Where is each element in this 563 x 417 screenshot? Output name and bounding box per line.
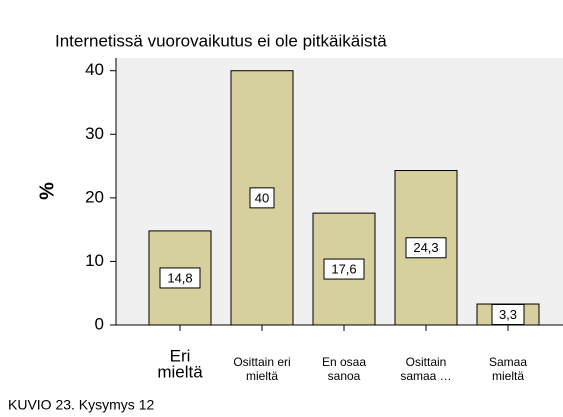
y-tick-label: 0: [95, 314, 104, 333]
x-tick-label: mieltä: [246, 369, 278, 383]
x-tick-label: Osittain eri: [233, 355, 290, 369]
x-tick-label: Osittain: [406, 355, 447, 369]
value-label: 17,6: [331, 261, 356, 276]
y-tick-label: 20: [85, 187, 104, 206]
x-tick-label: mieltä: [492, 369, 524, 383]
value-label-box: [323, 258, 365, 280]
value-label-box: [159, 267, 201, 289]
value-label-box: [405, 237, 447, 259]
x-tick-label: Samaa: [489, 355, 527, 369]
chart-title: Internetissä vuorovaikutus ei ole pitkäi…: [55, 31, 387, 50]
value-label-box: [249, 187, 275, 209]
x-tick-label: sanoa: [328, 369, 361, 383]
y-axis-label: %: [36, 182, 58, 200]
value-label: 14,8: [167, 270, 192, 285]
x-tick-label: mieltä: [157, 362, 203, 381]
y-tick-label: 40: [85, 60, 104, 79]
x-tick-label: samaa …: [400, 369, 451, 383]
value-label: 40: [255, 190, 269, 205]
value-label: 24,3: [413, 240, 438, 255]
y-tick-label: 30: [85, 124, 104, 143]
value-label-box: [491, 304, 525, 326]
x-tick-label: En osaa: [322, 355, 366, 369]
y-tick-label: 10: [85, 251, 104, 270]
caption: KUVIO 23. Kysymys 12: [8, 397, 154, 413]
value-label: 3,3: [499, 307, 517, 322]
x-tick-label: Eri: [170, 346, 191, 365]
